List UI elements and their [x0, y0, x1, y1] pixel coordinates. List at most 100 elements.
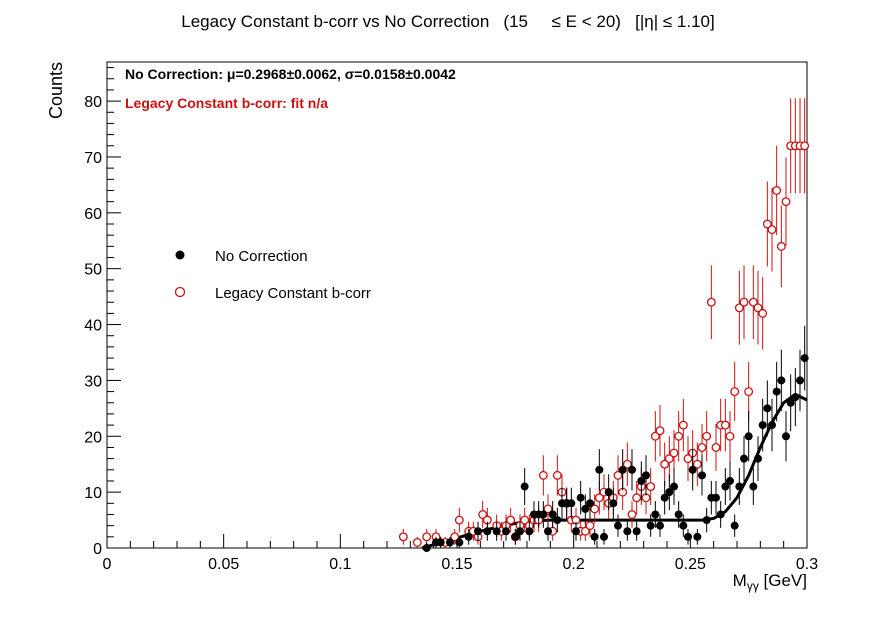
data-point — [525, 527, 534, 536]
legend-label-legacy: Legacy Constant b-corr — [215, 285, 371, 302]
data-point — [506, 515, 516, 525]
data-point — [567, 499, 576, 508]
data-point — [454, 515, 464, 525]
data-point — [791, 393, 800, 402]
data-point — [754, 454, 762, 463]
data-point — [581, 504, 590, 513]
data-point — [450, 532, 460, 542]
data-point — [544, 527, 552, 536]
data-point — [516, 527, 524, 536]
data-point — [678, 420, 688, 430]
y-axis-label: Counts — [46, 62, 66, 119]
data-point — [706, 297, 716, 307]
data-point — [665, 488, 674, 497]
y-tick-label: 30 — [84, 373, 102, 390]
data-point — [702, 431, 712, 441]
y-tick-label: 70 — [84, 150, 102, 167]
data-point — [669, 448, 679, 458]
data-point — [740, 454, 748, 463]
data-point — [758, 421, 767, 430]
data-point — [604, 488, 613, 497]
data-point — [632, 527, 641, 536]
data-point — [580, 526, 590, 536]
data-point — [398, 532, 408, 542]
data-point — [446, 538, 454, 547]
data-point — [595, 465, 604, 474]
data-point — [800, 354, 809, 363]
data-point — [730, 521, 739, 530]
data-point — [702, 516, 711, 525]
data-point — [800, 141, 810, 151]
data-point — [777, 376, 786, 385]
data-point — [492, 527, 501, 536]
data-point — [776, 241, 786, 251]
x-tick-labels: 0 0.05 0.1 0.15 0.2 0.25 0.3 — [103, 556, 819, 573]
data-point — [762, 219, 772, 229]
series-group — [398, 98, 810, 552]
data-point — [520, 515, 530, 525]
data-point — [674, 510, 683, 519]
data-point — [590, 504, 600, 514]
data-point — [464, 532, 473, 541]
data-point — [548, 510, 557, 519]
legend-marker-no-correction — [175, 250, 185, 260]
data-point — [683, 454, 693, 464]
data-point — [553, 516, 562, 525]
data-point — [692, 459, 702, 469]
data-point — [721, 482, 730, 491]
data-point — [660, 493, 669, 502]
data-point — [712, 493, 720, 502]
y-tick-label: 80 — [84, 94, 102, 111]
data-point — [726, 476, 734, 485]
annotation-legacy: Legacy Constant b-corr: fit n/a — [125, 95, 328, 111]
data-point — [772, 186, 782, 195]
annotation-no-correction: No Correction: μ=0.2968±0.0062, σ=0.0158… — [125, 66, 456, 82]
data-point — [734, 303, 744, 313]
data-point — [614, 521, 622, 530]
data-point — [744, 387, 754, 397]
data-point — [632, 493, 642, 503]
data-point — [744, 432, 753, 441]
data-point — [772, 387, 781, 396]
data-point — [642, 471, 650, 480]
legend: No Correction Legacy Constant b-corr — [174, 248, 371, 302]
data-point — [753, 303, 763, 313]
data-point — [538, 470, 548, 480]
x-tick-label: 0.05 — [208, 556, 239, 573]
data-point — [768, 421, 776, 430]
data-point — [628, 465, 636, 474]
data-point — [572, 527, 580, 536]
data-point — [763, 404, 772, 413]
data-point — [585, 521, 595, 531]
y-tick-label: 40 — [84, 318, 102, 335]
data-point — [674, 431, 684, 441]
data-point — [786, 398, 795, 407]
data-point — [758, 308, 768, 318]
data-point — [655, 426, 665, 436]
data-point — [711, 442, 721, 452]
data-point — [656, 521, 664, 530]
y-tick-label: 0 — [93, 541, 102, 558]
data-point — [600, 532, 608, 541]
x-tick-label: 0.3 — [796, 556, 818, 573]
data-point — [594, 493, 604, 503]
data-point — [520, 482, 529, 491]
data-point — [651, 510, 660, 519]
data-point — [781, 197, 791, 207]
data-point — [474, 527, 482, 536]
data-point — [670, 482, 678, 491]
data-point — [590, 532, 599, 541]
data-point — [552, 470, 562, 480]
axis-ticks — [106, 67, 808, 549]
data-point — [716, 510, 725, 519]
x-axis-label: Mγγ [GeV] — [733, 571, 807, 593]
data-point — [613, 470, 623, 480]
data-point — [502, 527, 510, 536]
y-tick-label: 10 — [84, 485, 102, 502]
data-point — [767, 225, 777, 235]
data-point — [720, 420, 730, 430]
data-point — [698, 471, 706, 480]
data-point — [511, 532, 520, 541]
data-point — [735, 482, 744, 491]
data-point — [679, 521, 688, 530]
